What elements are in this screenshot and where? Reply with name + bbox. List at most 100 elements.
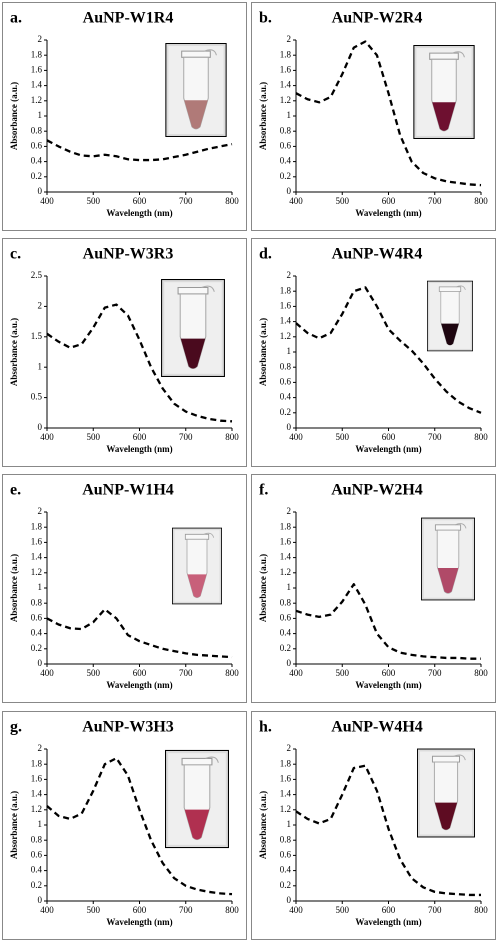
y-tick-label: 1 <box>287 110 292 120</box>
x-tick-label: 800 <box>474 196 488 206</box>
y-tick-label: 1.5 <box>31 331 43 341</box>
y-tick-label: 0.2 <box>280 407 291 417</box>
y-tick-label: 1.6 <box>280 536 292 546</box>
y-tick-label: 0.8 <box>280 834 292 844</box>
chart-title: AuNP-W1R4 <box>83 10 174 27</box>
x-tick-label: 500 <box>87 196 101 206</box>
y-tick-label: 1.4 <box>280 80 292 90</box>
y-tick-label: 1.6 <box>280 64 292 74</box>
x-tick-label: 700 <box>428 905 442 915</box>
y-tick-label: 0.5 <box>31 392 43 402</box>
y-tick-label: 0 <box>287 186 292 196</box>
panel-label: h. <box>259 719 272 736</box>
y-tick-label: 0.8 <box>280 125 292 135</box>
x-tick-label: 500 <box>336 668 350 678</box>
y-tick-label: 1.6 <box>280 773 292 783</box>
y-tick-label: 0.2 <box>31 643 42 653</box>
y-tick-label: 1.2 <box>31 804 42 814</box>
y-tick-label: 0.2 <box>280 643 291 653</box>
data-line <box>295 40 482 187</box>
y-tick-label: 1.2 <box>280 331 291 341</box>
x-axis-label: Wavelength (nm) <box>106 208 172 218</box>
y-tick-label: 1.8 <box>280 758 292 768</box>
y-tick-label: 1 <box>287 819 292 829</box>
y-tick-label: 1 <box>38 110 43 120</box>
y-axis-label: Absorbance (a.u.) <box>258 82 268 150</box>
x-tick-label: 400 <box>40 432 54 442</box>
y-tick-label: 1.4 <box>31 789 43 799</box>
y-tick-label: 1.4 <box>280 316 292 326</box>
data-line <box>295 583 481 660</box>
y-tick-label: 0.8 <box>31 834 43 844</box>
y-tick-label: 0.4 <box>31 865 43 875</box>
y-tick-label: 1.4 <box>280 552 292 562</box>
x-tick-label: 400 <box>289 668 303 678</box>
x-tick-label: 700 <box>179 905 193 915</box>
y-tick-label: 2 <box>38 34 43 44</box>
y-tick-label: 0.8 <box>280 597 292 607</box>
x-tick-label: 700 <box>428 432 442 442</box>
y-tick-label: 2 <box>38 743 43 753</box>
y-tick-label: 2 <box>38 506 43 516</box>
x-tick-label: 600 <box>382 432 396 442</box>
x-tick-label: 500 <box>87 432 101 442</box>
x-tick-label: 700 <box>179 196 193 206</box>
x-tick-label: 700 <box>428 196 442 206</box>
x-tick-label: 400 <box>289 905 303 915</box>
panel: h. AuNP-W4H4 0 0.2 0.4 0.6 0.8 1 1.2 1.4 1.6 1.8 2 40… <box>251 711 496 940</box>
y-tick-label: 0.6 <box>280 376 292 386</box>
y-tick-label: 1.6 <box>31 536 43 546</box>
x-tick-label: 700 <box>179 432 193 442</box>
panel: b. AuNP-W2R4 0 0.2 0.4 0.6 0.8 1 1.2 1.4 1.6 1.8 2 40… <box>251 2 496 231</box>
y-tick-label: 0.4 <box>280 865 292 875</box>
y-tick-label: 0.6 <box>280 140 292 150</box>
x-tick-label: 500 <box>336 905 350 915</box>
x-tick-label: 600 <box>382 905 396 915</box>
x-tick-label: 800 <box>225 668 239 678</box>
y-tick-label: 0.4 <box>280 392 292 402</box>
y-tick-label: 1.6 <box>31 773 43 783</box>
x-axis-label: Wavelength (nm) <box>106 444 172 454</box>
panel: c. AuNP-W3R3 0 0.5 1 1.5 2 2.5 400 500 600 700 800 Wa… <box>2 238 247 467</box>
y-axis-label: Absorbance (a.u.) <box>9 554 19 622</box>
x-tick-label: 400 <box>289 432 303 442</box>
y-tick-label: 0 <box>287 658 292 668</box>
y-tick-label: 1 <box>38 361 43 371</box>
chart-title: AuNP-W4R4 <box>332 246 423 263</box>
x-tick-label: 600 <box>133 905 147 915</box>
panel-label: a. <box>10 10 22 27</box>
x-tick-label: 700 <box>428 668 442 678</box>
y-tick-label: 1.4 <box>31 80 43 90</box>
panel-label: c. <box>10 246 21 263</box>
y-tick-label: 0.8 <box>280 361 292 371</box>
y-tick-label: 0.8 <box>31 125 43 135</box>
y-tick-label: 0.2 <box>280 171 291 181</box>
y-tick-label: 1.2 <box>31 567 42 577</box>
chart-title: AuNP-W2R4 <box>332 10 423 27</box>
x-tick-label: 800 <box>225 432 239 442</box>
data-line <box>46 139 233 162</box>
y-tick-label: 1 <box>38 582 43 592</box>
panel: e. AuNP-W1H4 0 0.2 0.4 0.6 0.8 1 1.2 1.4 1.6 1.8 2 40… <box>2 474 247 703</box>
x-tick-label: 600 <box>133 196 147 206</box>
x-tick-label: 600 <box>382 196 396 206</box>
y-tick-label: 0.6 <box>31 849 43 859</box>
y-axis-label: Absorbance (a.u.) <box>258 554 268 622</box>
x-tick-label: 800 <box>225 905 239 915</box>
y-axis-label: Absorbance (a.u.) <box>258 791 268 859</box>
y-tick-label: 0 <box>287 422 292 432</box>
y-tick-label: 1.4 <box>280 789 292 799</box>
x-tick-label: 800 <box>474 905 488 915</box>
y-tick-label: 1.6 <box>31 64 43 74</box>
panel-label: g. <box>10 719 22 736</box>
x-tick-label: 800 <box>474 432 488 442</box>
x-tick-label: 500 <box>336 196 350 206</box>
panel-label: d. <box>259 246 272 263</box>
x-tick-label: 800 <box>225 196 239 206</box>
y-tick-label: 0 <box>38 895 43 905</box>
x-tick-label: 800 <box>474 668 488 678</box>
data-line <box>295 764 481 897</box>
y-tick-label: 0.6 <box>31 612 43 622</box>
x-tick-label: 500 <box>87 905 101 915</box>
y-tick-label: 2.5 <box>31 270 43 280</box>
